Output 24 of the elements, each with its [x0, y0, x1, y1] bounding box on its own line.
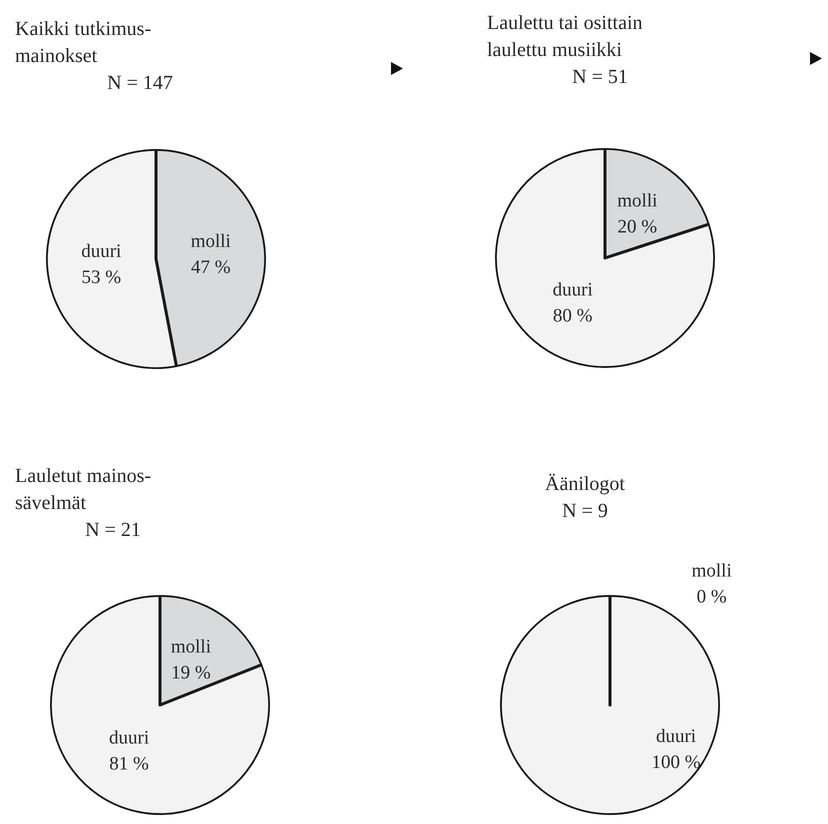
- chart-subtitle: N = 9: [561, 499, 609, 524]
- slice-label: molli: [190, 230, 231, 252]
- category-label: molli: [692, 560, 732, 582]
- chart-subtitle: N = 21: [84, 518, 142, 543]
- data-label: 47 %: [190, 256, 231, 278]
- slice-label: molli: [170, 636, 211, 658]
- text: 0 %: [696, 586, 727, 608]
- slice-label: duuri: [81, 241, 122, 262]
- data-label: 100 %: [651, 752, 701, 773]
- data-label: 20 %: [618, 216, 658, 238]
- slice-label: duuri: [109, 727, 150, 748]
- slice-label: duuri: [552, 279, 593, 300]
- chart-subtitle: N = 51: [571, 65, 629, 90]
- data-label: 53 %: [81, 267, 122, 288]
- data-label: 19 %: [171, 662, 211, 684]
- data-label: 81 %: [109, 753, 150, 774]
- chart-subtitle: N = 147: [106, 71, 174, 96]
- chart-title: Kaikki tutkimus- mainokset: [15, 17, 152, 69]
- chart-title: Laulettu tai osittain laulettu musiikki: [487, 11, 644, 63]
- slice-label: molli: [617, 190, 658, 212]
- chart-title: Lauletut mainos- sävelmät: [15, 464, 152, 516]
- data-label: 80 %: [552, 305, 593, 326]
- slice-label: duuri: [656, 726, 696, 747]
- chart-title: Äänilogot: [544, 472, 626, 497]
